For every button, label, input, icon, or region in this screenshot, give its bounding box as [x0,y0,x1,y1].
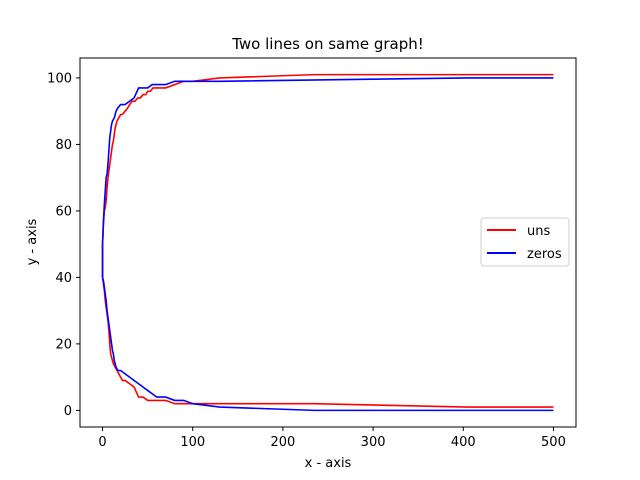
y-tick-label: 0 [64,404,72,419]
y-tick-label: 60 [55,204,72,219]
series-line-zeros-lower [101,270,554,412]
series-layer [101,73,554,412]
y-axis-ticks: 0 20 40 60 80 100 [47,71,80,419]
x-axis-label: x - axis [305,456,352,471]
x-tick-label: 400 [451,435,476,450]
legend: uns zeros [480,217,570,267]
y-axis-label: y - axis [25,218,40,265]
y-tick-label: 80 [55,138,72,153]
legend-label-zeros: zeros [527,247,562,262]
x-tick-label: 100 [180,435,205,450]
y-tick-label: 20 [55,337,72,352]
plot-area [79,57,577,428]
x-axis-ticks: 0 100 200 300 400 500 [98,427,566,450]
y-tick-label: 100 [47,71,72,86]
series-line-zeros-upper [101,77,554,271]
legend-label-uns: uns [527,224,550,239]
x-tick-label: 300 [361,435,386,450]
x-tick-label: 0 [98,435,106,450]
chart-title: Two lines on same graph! [231,35,424,53]
x-tick-label: 500 [541,435,566,450]
y-tick-label: 40 [55,271,72,286]
x-tick-label: 200 [270,435,295,450]
series-line-uns-upper [101,73,554,261]
axes-frame [79,57,577,428]
